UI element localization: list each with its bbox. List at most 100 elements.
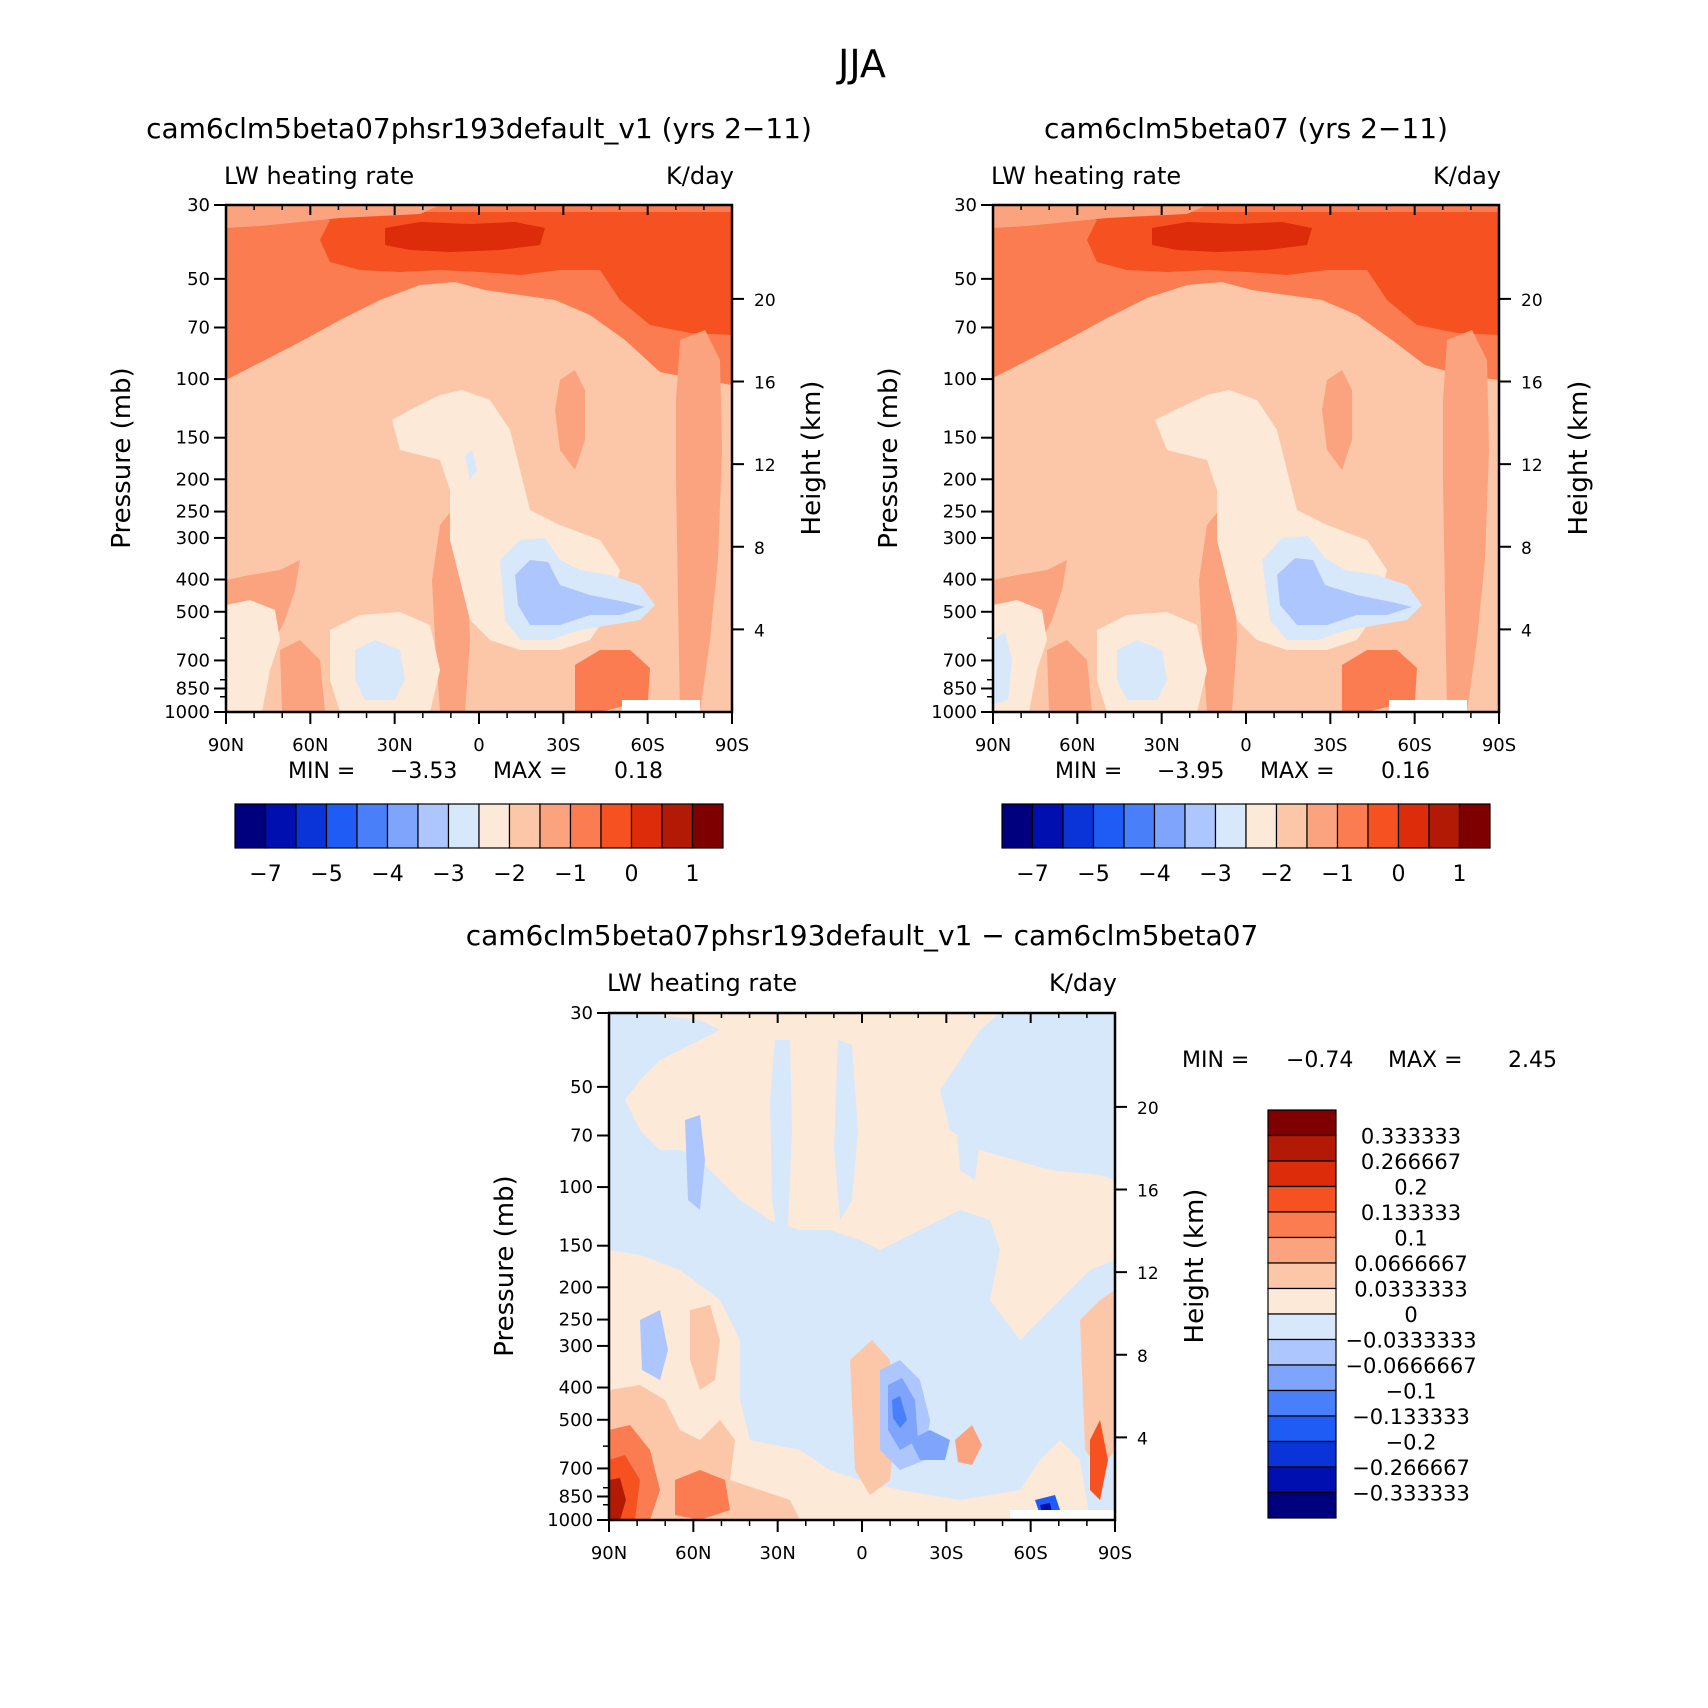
- colorbar-box: [1153, 803, 1186, 849]
- y-right-tick-label: 4: [1137, 1429, 1148, 1449]
- colorbar-box: [356, 803, 389, 849]
- y-tick-label: 100: [559, 1177, 593, 1198]
- y-tick-label: 70: [570, 1126, 593, 1147]
- colorbar-box: [1062, 803, 1095, 849]
- panel-3-x-ticks: 90N 60N 30N 0 30S 60S 90S: [591, 1013, 1132, 1564]
- panel-3-min-value: −0.74: [1286, 1048, 1353, 1073]
- colorbar-box: [1267, 1109, 1337, 1137]
- colorbar-box: [1214, 803, 1247, 849]
- colorbar-box: [1428, 803, 1461, 849]
- panel-3-colorbar: 0.3333330.2666670.20.1333330.10.06666670…: [1267, 1109, 1477, 1519]
- colorbar-label: 0.133333: [1361, 1201, 1461, 1225]
- x-tick-label: 90S: [1482, 735, 1516, 756]
- y-tick-label: 500: [559, 1410, 593, 1431]
- panel-3-blue-deep-a: [892, 1396, 907, 1428]
- panel-1-y-right-ticks: 20 16 12 8 4: [732, 291, 776, 641]
- colorbar-box: [1458, 803, 1491, 849]
- colorbar-box: [234, 803, 267, 849]
- panel-3-max-value: 2.45: [1508, 1048, 1557, 1073]
- colorbar-label: 0.1: [1394, 1227, 1427, 1251]
- panel-3-heatmap: [609, 1013, 1115, 1520]
- colorbar-label: −2: [493, 862, 525, 887]
- y-tick-label: 50: [187, 269, 210, 290]
- colorbar-label: 0.333333: [1361, 1125, 1461, 1149]
- colorbar-label: −4: [1138, 862, 1170, 887]
- panel-1-max-value: 0.18: [614, 759, 663, 784]
- panel-3-subtitle-left: LW heating rate: [607, 969, 797, 997]
- colorbar-box: [1267, 1415, 1337, 1443]
- x-tick-label: 0: [856, 1543, 867, 1564]
- panel-1-strat-light: [226, 205, 440, 228]
- colorbar-label: −4: [371, 862, 403, 887]
- y-tick-label: 850: [176, 679, 210, 700]
- colorbar-box: [1267, 1287, 1337, 1315]
- panel-2-rib-right: [1322, 370, 1352, 470]
- colorbar-label: −2: [1260, 862, 1292, 887]
- panel-3-blue-strip-c: [955, 1060, 982, 1180]
- colorbar-box: [1267, 1262, 1337, 1290]
- y-right-tick-label: 16: [1137, 1182, 1159, 1202]
- y-tick-label: 500: [943, 602, 977, 623]
- colorbar-label: −7: [249, 862, 281, 887]
- panel-2-nodata: [1389, 700, 1467, 712]
- x-tick-label: 30S: [929, 1543, 963, 1564]
- y-right-tick-label: 16: [1521, 374, 1543, 394]
- colorbar-box: [1031, 803, 1064, 849]
- y-tick-label: 30: [570, 1003, 593, 1024]
- colorbar-label: −0.0333333: [1345, 1329, 1476, 1353]
- y-right-tick-label: 8: [1137, 1347, 1148, 1367]
- x-tick-label: 60S: [1013, 1543, 1047, 1564]
- x-tick-label: 60S: [630, 735, 664, 756]
- panel-2: cam6clm5beta07 (yrs 2−11) LW heating rat…: [874, 112, 1594, 887]
- colorbar-label: −0.133333: [1352, 1405, 1470, 1429]
- panel-2-subtitle-right: K/day: [1433, 162, 1501, 190]
- colorbar-label: 0.2: [1394, 1176, 1427, 1200]
- panel-2-x-ticks: 90N 60N 30N 0 30S 60S 90S: [975, 205, 1516, 756]
- colorbar-box: [417, 803, 450, 849]
- colorbar-label: 0: [1392, 862, 1406, 887]
- panel-1-surface-left: [280, 640, 325, 712]
- colorbar-box: [386, 803, 419, 849]
- colorbar-label: −0.333333: [1352, 1482, 1470, 1506]
- y-tick-label: 100: [176, 369, 210, 390]
- y-tick-label: 1000: [547, 1510, 593, 1531]
- panel-3-blue-navy: [1040, 1503, 1052, 1512]
- panel-2-blue-left: [993, 632, 1012, 705]
- panel-1-title: cam6clm5beta07phsr193default_v1 (yrs 2−1…: [146, 112, 812, 145]
- y-tick-label: 300: [176, 528, 210, 549]
- panel-1-pale-left: [226, 600, 280, 712]
- colorbar-box: [691, 803, 724, 849]
- y-tick-label: 200: [943, 469, 977, 490]
- panel-1-min-label: MIN =: [288, 759, 355, 784]
- x-tick-label: 60N: [292, 735, 328, 756]
- colorbar-box: [1267, 1211, 1337, 1239]
- colorbar-box: [508, 803, 541, 849]
- panel-3-ylabel-right: Height (km): [1180, 1189, 1210, 1344]
- colorbar-box: [569, 803, 602, 849]
- panel-3-red-mid: [675, 1470, 730, 1520]
- colorbar-box: [661, 803, 694, 849]
- colorbar-box: [325, 803, 358, 849]
- y-tick-label: 250: [176, 502, 210, 523]
- panel-3-blue-strip-b: [834, 1040, 858, 1220]
- y-tick-label: 850: [943, 679, 977, 700]
- colorbar-box: [1267, 1389, 1337, 1417]
- panel-1-nodata: [622, 700, 700, 712]
- y-tick-label: 250: [943, 502, 977, 523]
- x-tick-label: 60S: [1397, 735, 1431, 756]
- x-tick-label: 30S: [1313, 735, 1347, 756]
- panel-3: cam6clm5beta07phsr193default_v1 − cam6cl…: [466, 919, 1557, 1564]
- colorbar-label: −0.266667: [1352, 1456, 1470, 1480]
- panel-1-rib-right: [555, 370, 585, 470]
- colorbar-label: −1: [554, 862, 586, 887]
- panel-1-band-top: [226, 212, 732, 335]
- colorbar-box: [539, 803, 572, 849]
- colorbar-label: −3: [1199, 862, 1231, 887]
- colorbar-box: [1267, 1364, 1337, 1392]
- y-tick-label: 50: [570, 1077, 593, 1098]
- colorbar-box: [1267, 1236, 1337, 1264]
- panel-1-ylabel: Pressure (mb): [107, 367, 137, 548]
- panel-1-heatmap: [226, 205, 732, 712]
- colorbar-label: 1: [1453, 862, 1467, 887]
